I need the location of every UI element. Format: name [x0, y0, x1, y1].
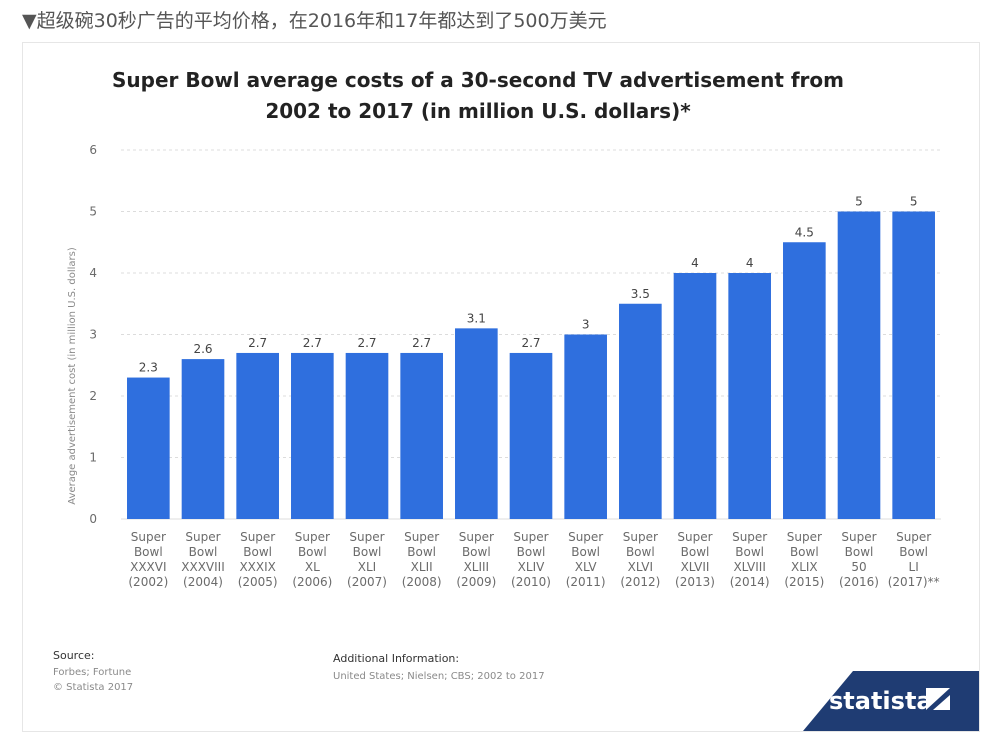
value-label-6: 3.1	[467, 311, 486, 325]
brand-name: statista	[829, 687, 933, 715]
bar-7	[509, 352, 553, 519]
bars	[127, 211, 935, 519]
value-label-4: 2.7	[357, 336, 376, 350]
additional-info-heading: Additional Information:	[333, 652, 459, 665]
value-label-1: 2.6	[193, 342, 212, 356]
page-caption: ▼超级碗30秒广告的平均价格，在2016年和17年都达到了500万美元	[22, 10, 607, 32]
value-label-7: 2.7	[521, 336, 540, 350]
value-label-2: 2.7	[248, 336, 267, 350]
x-axis-categories: Super Bowl XXXVI (2002) Super Bowl XXXVIII (200…	[128, 530, 939, 589]
bar-chart: Super Bowl average costs of a 30-second …	[53, 68, 979, 731]
source-line-1: Forbes; Fortune	[53, 667, 131, 678]
bar-13	[837, 211, 881, 519]
brand-banner	[803, 671, 979, 731]
value-label-3: 2.7	[303, 336, 322, 350]
source-line-2: © Statista 2017	[53, 682, 133, 693]
bar-5	[400, 352, 443, 519]
value-label-8: 3	[582, 318, 590, 332]
y-tick-label: 2	[89, 389, 97, 403]
y-tick-label: 0	[89, 512, 97, 526]
x-category-label-5: Super Bowl XLII (2008)	[402, 530, 442, 589]
bar-12	[783, 242, 826, 519]
bar-8	[564, 334, 607, 519]
y-axis-ticks: 0 1 2 3 4 5 6	[89, 143, 97, 526]
source-heading: Source:	[53, 649, 95, 662]
x-category-label-4: Super Bowl XLI (2007)	[347, 530, 387, 589]
value-label-5: 2.7	[412, 336, 431, 350]
x-category-label-9: Super Bowl XLVI (2012)	[620, 530, 660, 589]
bar-6	[455, 328, 498, 519]
y-tick-label: 4	[89, 266, 97, 280]
y-axis-label: Average advertisement cost (in million U…	[67, 247, 78, 505]
x-category-label-10: Super Bowl XLVII (2013)	[675, 530, 715, 589]
x-category-label-11: Super Bowl XLVIII (2014)	[730, 530, 770, 589]
x-category-label-12: Super Bowl XLIX (2015)	[784, 530, 824, 589]
bar-1	[181, 359, 225, 519]
x-category-label-14: Super Bowl LI (2017)**	[888, 530, 940, 589]
value-label-9: 3.5	[631, 287, 650, 301]
bar-9	[619, 303, 662, 519]
bar-0	[127, 377, 170, 519]
x-category-label-2: Super Bowl XXXIX (2005)	[238, 530, 278, 589]
additional-info-text: United States; Nielsen; CBS; 2002 to 201…	[333, 671, 545, 682]
bar-14	[892, 211, 935, 519]
x-category-label-13: Super Bowl 50 (2016)	[839, 530, 879, 589]
x-category-label-3: Super Bowl XL (2006)	[292, 530, 332, 589]
y-tick-label: 5	[89, 205, 97, 219]
statista-brand: statista	[803, 671, 979, 731]
x-category-label-7: Super Bowl XLIV (2010)	[511, 530, 551, 589]
value-label-12: 4.5	[795, 225, 814, 239]
x-category-label-0: Super Bowl XXXVI (2002)	[128, 530, 168, 589]
y-tick-label: 6	[89, 143, 97, 157]
bar-10	[673, 273, 717, 519]
x-category-label-8: Super Bowl XLV (2011)	[566, 530, 606, 589]
chart-title-line-1: Super Bowl average costs of a 30-second …	[112, 68, 844, 92]
value-labels: 2.3 2.6 2.7 2.7 2.7 2.7 3.1 2.7 3 3.5 4 4 4.5 5 5	[139, 195, 918, 375]
chart-card: Super Bowl average costs of a 30-second …	[22, 42, 980, 732]
x-category-label-1: Super Bowl XXXVIII (2004)	[181, 530, 225, 589]
bar-4	[345, 352, 389, 519]
y-tick-label: 3	[89, 328, 97, 342]
value-label-0: 2.3	[139, 361, 158, 375]
value-label-11: 4	[746, 256, 754, 270]
bar-11	[728, 273, 771, 519]
x-category-label-6: Super Bowl XLIII (2009)	[456, 530, 496, 589]
value-label-10: 4	[691, 256, 699, 270]
value-label-13: 5	[855, 195, 863, 209]
bar-2	[236, 352, 279, 519]
y-tick-label: 1	[89, 451, 97, 465]
statista-logo-icon	[926, 688, 950, 710]
value-label-14: 5	[910, 195, 918, 209]
bar-3	[291, 352, 334, 519]
chart-title-line-2: 2002 to 2017 (in million U.S. dollars)*	[265, 99, 691, 123]
